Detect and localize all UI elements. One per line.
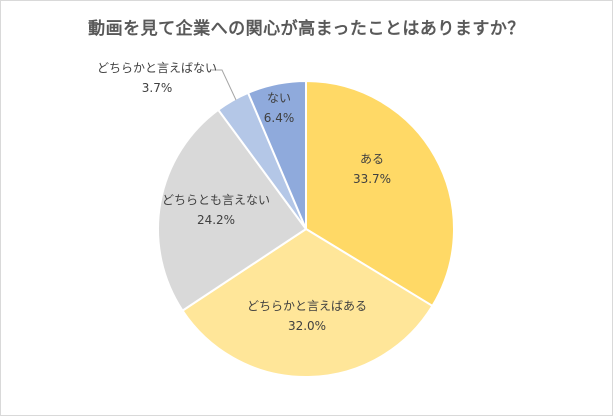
slice-value-3: 24.2%	[197, 213, 235, 227]
pie-slice-3	[157, 108, 308, 313]
slice-label-2: どちらかと言えばある	[247, 299, 367, 313]
slice-label-3: どちらとも言えない	[162, 193, 270, 207]
slice-value-2: 32.0%	[288, 319, 326, 333]
slice-label-5: ない	[267, 91, 291, 105]
slice-value-5: 6.4%	[264, 111, 295, 125]
chart-title: 動画を見て企業への関心が高まったことはありますか？	[88, 19, 525, 39]
leader-line	[212, 69, 237, 101]
slice-value-4: 3.7%	[142, 81, 173, 95]
pie-slice-1	[305, 79, 455, 308]
slice-label-1: ある	[360, 152, 384, 166]
pie-slice-5	[246, 79, 307, 230]
slice-value-1: 33.7%	[353, 172, 391, 186]
pie-slice-2	[181, 227, 434, 378]
slice-label-4: どちらかと言えばない	[97, 61, 217, 75]
